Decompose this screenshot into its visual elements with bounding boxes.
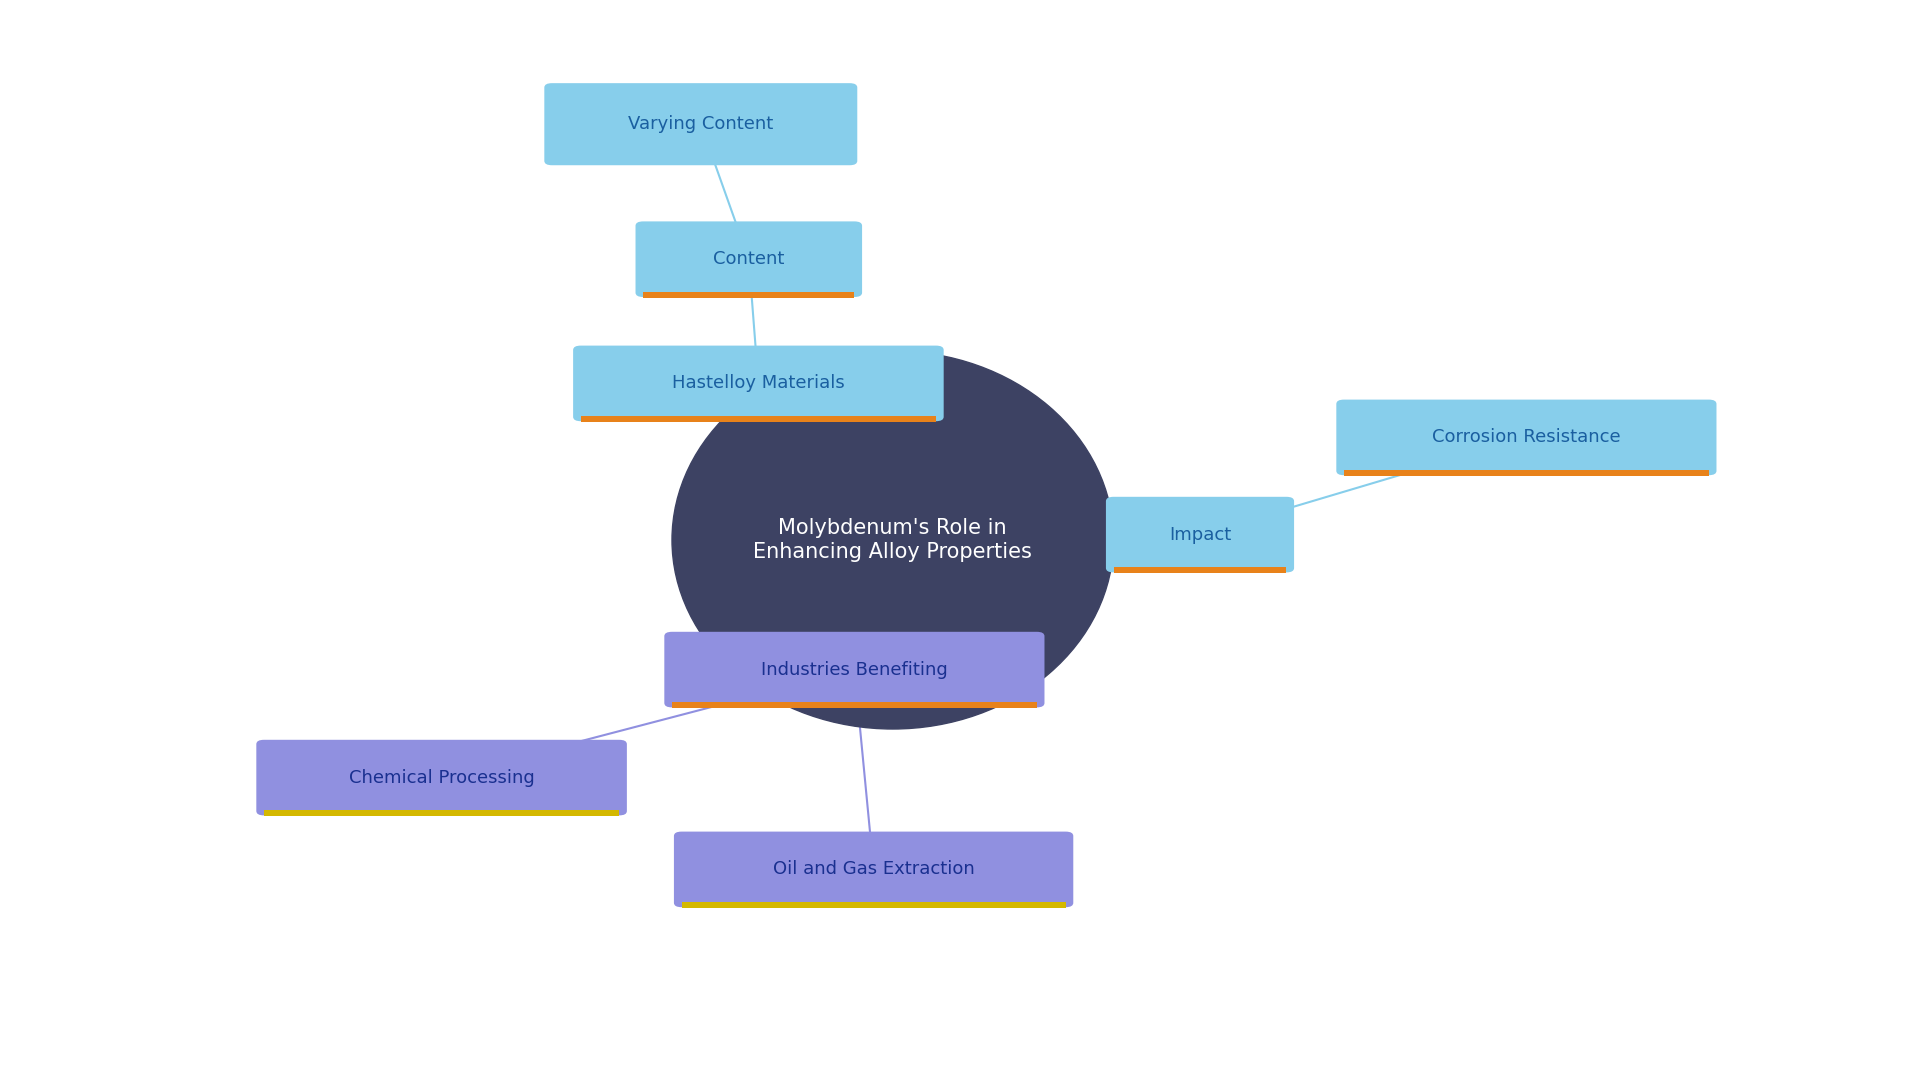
- Bar: [643, 292, 854, 298]
- FancyBboxPatch shape: [572, 346, 945, 421]
- Text: Corrosion Resistance: Corrosion Resistance: [1432, 429, 1620, 446]
- Text: Molybdenum's Role in
Enhancing Alloy Properties: Molybdenum's Role in Enhancing Alloy Pro…: [753, 518, 1033, 562]
- Text: Industries Benefiting: Industries Benefiting: [760, 661, 948, 678]
- FancyBboxPatch shape: [257, 740, 626, 815]
- Bar: [682, 902, 1066, 908]
- Bar: [1114, 567, 1286, 573]
- FancyBboxPatch shape: [636, 221, 862, 297]
- Bar: [1344, 470, 1709, 476]
- FancyBboxPatch shape: [664, 632, 1044, 707]
- FancyBboxPatch shape: [1106, 497, 1294, 572]
- Bar: [672, 702, 1037, 708]
- Text: Content: Content: [712, 251, 785, 268]
- Text: Varying Content: Varying Content: [628, 116, 774, 133]
- Bar: [580, 416, 937, 422]
- FancyBboxPatch shape: [1336, 400, 1716, 475]
- FancyBboxPatch shape: [545, 83, 856, 165]
- Text: Impact: Impact: [1169, 526, 1231, 543]
- Text: Hastelloy Materials: Hastelloy Materials: [672, 375, 845, 392]
- Text: Oil and Gas Extraction: Oil and Gas Extraction: [772, 861, 975, 878]
- Bar: [265, 810, 618, 816]
- FancyBboxPatch shape: [674, 832, 1073, 907]
- Text: Chemical Processing: Chemical Processing: [349, 769, 534, 786]
- Ellipse shape: [672, 351, 1114, 729]
